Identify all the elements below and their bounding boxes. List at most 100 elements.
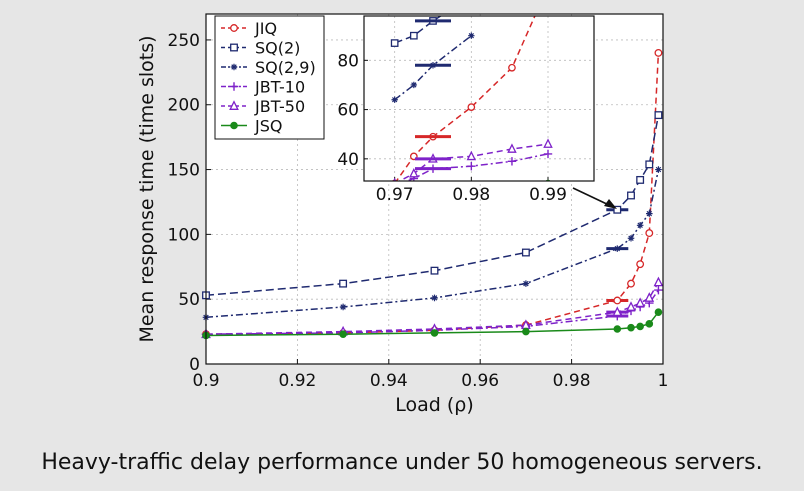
plot-frame <box>205 13 664 365</box>
data-point <box>645 320 654 328</box>
inset-data-point <box>466 150 477 161</box>
legend-marker <box>230 43 238 52</box>
figure-caption: Heavy-traffic delay performance under 50… <box>41 450 763 475</box>
y-tick-label: 150 <box>168 161 200 181</box>
inset-series-line-sq-2-9- <box>394 35 472 101</box>
legend-marker <box>229 82 239 91</box>
data-point <box>521 248 530 257</box>
data-point <box>522 280 530 287</box>
inset-data-point <box>468 0 474 6</box>
legend-label: JSQ <box>254 117 282 136</box>
y-axis-label: Mean response time (time slots) <box>136 35 158 342</box>
inset-x-tick-label: 0.99 <box>529 185 567 205</box>
data-point <box>654 48 663 57</box>
y-tick-label: 0 <box>189 355 200 375</box>
data-point <box>627 234 635 242</box>
data-point <box>613 296 622 305</box>
x-tick-label: 1 <box>658 371 669 391</box>
inset-x-tick-label: 0.97 <box>376 185 414 205</box>
x-tick-label: 0.92 <box>278 371 316 391</box>
data-point <box>635 297 646 308</box>
inset-data-point <box>409 31 418 40</box>
inset-data-point <box>391 96 398 103</box>
data-point <box>654 111 663 120</box>
legend-label: JIQ <box>254 19 277 38</box>
data-point <box>636 260 645 269</box>
data-point <box>627 191 635 200</box>
inset-series-group <box>390 0 553 181</box>
data-point <box>627 279 635 288</box>
data-point <box>636 175 645 184</box>
data-point <box>627 323 635 332</box>
data-point <box>522 327 530 336</box>
series-line-sq-2-9- <box>205 169 660 319</box>
x-tick-label: 0.94 <box>370 371 408 391</box>
x-tick-label: 0.96 <box>461 371 499 391</box>
data-point <box>626 301 636 311</box>
data-point <box>339 330 347 338</box>
legend-marker <box>230 121 238 130</box>
data-point <box>612 306 623 317</box>
x-axis-label: Load (ρ) <box>395 394 474 416</box>
y-tick-label: 250 <box>168 31 200 51</box>
y-tick-label: 100 <box>168 225 200 245</box>
inset-data-point <box>467 103 476 111</box>
inset-data-point <box>543 138 553 148</box>
data-point <box>645 160 654 169</box>
inset-data-point <box>409 167 419 178</box>
legend-box <box>214 15 325 140</box>
data-point <box>653 276 664 287</box>
inset-plot: 0.97 0.98 0.99 40 60 80 <box>337 0 617 209</box>
data-point <box>614 245 621 252</box>
y-tick-label: 50 <box>178 290 200 310</box>
legend-marker <box>230 24 238 32</box>
inset-y-tick-label: 40 <box>337 150 359 170</box>
inset-x-tick-label: 0.98 <box>452 185 490 205</box>
inset-data-point <box>468 32 475 39</box>
x-tick-label: 0.9 <box>192 371 219 391</box>
data-point <box>613 325 622 333</box>
zoom-arrow-head <box>604 199 617 209</box>
data-point <box>430 329 439 337</box>
inset-data-point <box>507 143 517 153</box>
data-point <box>339 303 347 311</box>
inset-series-line-jbt-10 <box>405 153 549 181</box>
data-point <box>636 221 644 229</box>
data-point <box>431 294 438 302</box>
inset-data-point <box>390 39 399 47</box>
zoom-arrow-line <box>572 187 612 207</box>
data-point <box>339 279 348 288</box>
inset-data-point <box>543 149 553 159</box>
inset-data-point <box>507 157 517 166</box>
data-point <box>613 205 622 214</box>
inset-data-point <box>410 81 418 89</box>
inset-data-point <box>508 63 516 72</box>
x-tick-label: 0.98 <box>553 371 591 391</box>
data-point <box>654 285 663 295</box>
legend-marker <box>230 63 238 71</box>
legend-label: JBT-10 <box>254 78 305 97</box>
legend-marker <box>229 100 239 110</box>
legend-label: SQ(2) <box>255 39 300 58</box>
legend-label: SQ(2,9) <box>255 58 316 77</box>
data-point <box>645 229 654 238</box>
data-point <box>636 322 644 331</box>
data-point <box>645 210 653 217</box>
data-point <box>644 292 655 302</box>
inset-y-tick-label: 80 <box>337 51 359 71</box>
inset-series-line-sq-2- <box>394 16 443 44</box>
inset-frame <box>363 15 595 182</box>
inset-series-line-jbt-50 <box>397 143 549 181</box>
data-point <box>430 266 439 275</box>
legend-label: JBT-50 <box>254 97 305 116</box>
y-tick-label: 200 <box>168 96 200 116</box>
inset-data-point <box>445 8 451 14</box>
data-point <box>654 308 663 316</box>
data-point <box>655 166 662 173</box>
inset-series-line-jiq <box>395 16 536 181</box>
inset-y-tick-label: 60 <box>337 101 359 121</box>
inset-data-point <box>467 162 476 171</box>
inset-area <box>364 16 594 181</box>
